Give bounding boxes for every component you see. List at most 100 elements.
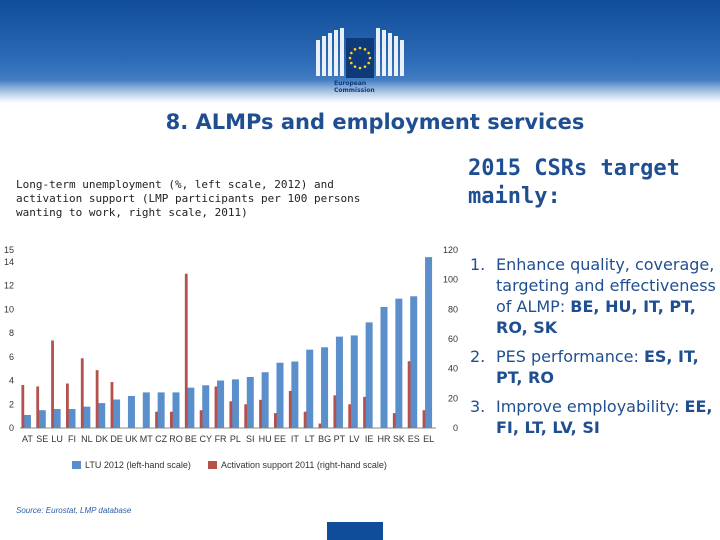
bar-activation-FR xyxy=(214,386,218,428)
bar-ltu-PL xyxy=(231,379,239,428)
bar-activation-EL xyxy=(422,410,426,428)
x-tick-label: LU xyxy=(51,434,63,444)
bar-ltu-BE xyxy=(187,387,195,428)
csr-item-1: 1. Enhance quality, coverage, targeting … xyxy=(470,254,720,338)
x-tick-label: ES xyxy=(408,434,420,444)
bar-ltu-HU xyxy=(261,372,269,428)
bar-activation-AT xyxy=(21,384,25,428)
bar-ltu-SI xyxy=(246,376,254,428)
y-right-tick-label: 60 xyxy=(448,334,458,344)
bar-activation-SK xyxy=(392,413,396,428)
bar-ltu-CY xyxy=(202,385,210,428)
x-tick-label: LV xyxy=(349,434,359,444)
x-tick-label: SI xyxy=(246,434,255,444)
bar-activation-DE xyxy=(110,382,114,428)
bar-ltu-DE xyxy=(113,399,121,428)
csr-item-number: 3. xyxy=(470,397,486,416)
chart-caption: Long-term unemployment (%, left scale, 2… xyxy=(16,178,361,219)
bar-chart: 0 2 4 6 8 10 12 14 15 0 20 40 60 80 100 120 AT SE LU FI NL DK… xyxy=(4,245,458,470)
bar-activation-BE xyxy=(184,273,188,428)
x-tick-label: SK xyxy=(393,434,405,444)
eu-star xyxy=(367,61,370,65)
x-tick-label: BG xyxy=(318,434,331,444)
y-left-tick-label: 4 xyxy=(9,376,14,386)
bar-activation-FI xyxy=(66,383,69,428)
x-tick-label: IE xyxy=(365,434,374,444)
bar-ltu-SK xyxy=(395,298,403,428)
x-tick-label: BE xyxy=(185,434,197,444)
bar-ltu-IT xyxy=(291,361,299,428)
x-tick-label: SE xyxy=(36,434,48,444)
y-right-tick-label: 0 xyxy=(453,423,458,433)
legend-label-activation: Activation support 2011 (right-hand scal… xyxy=(221,460,387,470)
y-left-tick-label: 15 xyxy=(4,245,14,255)
bar-activation-DK xyxy=(95,370,99,428)
y-left-tick-label: 12 xyxy=(4,281,14,291)
bar-ltu-UK xyxy=(127,395,135,428)
x-tick-label: HR xyxy=(378,434,391,444)
csr-item-countries: ES, IT, PT, RO xyxy=(496,347,699,387)
bar-activation-PT xyxy=(333,395,337,428)
csr-item-countries: EE, FI, LT, LV, SI xyxy=(496,397,713,437)
header-fade xyxy=(0,80,720,103)
x-tick-label: CY xyxy=(199,434,212,444)
bar-activation-PL xyxy=(229,401,233,428)
y-right-tick-label: 40 xyxy=(448,364,458,374)
bar-ltu-ES xyxy=(410,296,418,428)
x-tick-label: AT xyxy=(22,434,33,444)
bar-ltu-DK xyxy=(98,403,106,428)
slide-title: 8. ALMPs and employment services xyxy=(165,110,585,134)
bar-ltu-EL xyxy=(425,257,433,428)
bar-activation-SE xyxy=(36,386,40,428)
eu-star xyxy=(358,66,362,70)
eu-star xyxy=(348,56,352,60)
bar-activation-RO xyxy=(170,411,173,428)
csr-heading: 2015 CSRs target mainly: xyxy=(468,156,680,209)
bar-activation-IT xyxy=(288,390,292,428)
bar-ltu-HR xyxy=(380,306,388,428)
eu-star xyxy=(353,65,357,68)
y-left-tick-label: 10 xyxy=(4,304,14,314)
legend-swatch-activation xyxy=(208,461,217,469)
x-tick-label: DE xyxy=(110,434,123,444)
legend-label-ltu: LTU 2012 (left-hand scale) xyxy=(85,460,191,470)
x-tick-label: LT xyxy=(305,434,315,444)
bar-activation-LV xyxy=(348,404,352,428)
bar-ltu-PT xyxy=(335,336,343,428)
bar-ltu-AT xyxy=(23,414,31,428)
bar-activation-LT xyxy=(303,411,307,428)
x-tick-label: HU xyxy=(259,434,272,444)
y-left-tick-label: 0 xyxy=(9,423,14,433)
bar-ltu-EE xyxy=(276,362,284,428)
bar-ltu-RO xyxy=(172,392,180,428)
legend-swatch-ltu xyxy=(72,461,81,469)
bar-activation-HU xyxy=(259,399,262,428)
logo-text: European Commission xyxy=(334,80,394,94)
bar-ltu-IE xyxy=(365,322,373,428)
bar-activation-CZ xyxy=(155,411,158,428)
bar-ltu-FI xyxy=(68,409,76,428)
eu-star xyxy=(358,46,362,50)
eu-star xyxy=(350,61,353,65)
x-tick-label: RO xyxy=(169,434,183,444)
x-tick-label: DK xyxy=(95,434,108,444)
y-right-tick-label: 100 xyxy=(443,275,458,285)
csr-item-2: 2. PES performance: ES, IT, PT, RO xyxy=(470,346,720,388)
x-tick-label: CZ xyxy=(155,434,167,444)
y-left-tick-label: 8 xyxy=(9,328,14,338)
csr-item-text: Enhance quality, coverage, targeting and… xyxy=(496,255,716,316)
y-right-tick-label: 80 xyxy=(448,304,458,314)
bar-ltu-FR xyxy=(217,380,225,428)
source-text: Source: Eurostat, LMP database xyxy=(16,506,132,515)
x-tick-label: FI xyxy=(68,434,76,444)
european-commission-logo-icon xyxy=(316,28,404,78)
csr-list: 1. Enhance quality, coverage, targeting … xyxy=(470,254,720,446)
csr-item-number: 2. xyxy=(470,347,486,366)
bar-ltu-CZ xyxy=(157,392,165,428)
y-right-tick-label: 120 xyxy=(443,245,458,255)
x-tick-label: PL xyxy=(230,434,241,444)
bar-activation-ES xyxy=(407,361,411,428)
y-left-tick-label: 2 xyxy=(9,399,14,409)
eu-star xyxy=(353,48,357,51)
eu-star xyxy=(363,48,367,51)
